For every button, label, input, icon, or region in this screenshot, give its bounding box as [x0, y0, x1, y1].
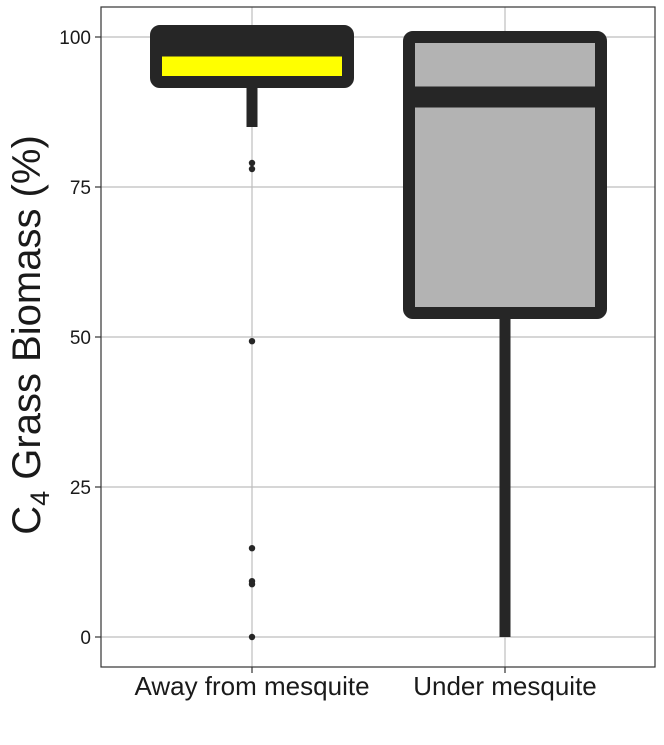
outlier-0-3 [248, 545, 256, 552]
y-axis-title-rest: Grass Biomass (%) [5, 135, 49, 491]
y-axis-title: C4 Grass Biomass (%) [5, 135, 55, 535]
outlier-0-5 [248, 581, 256, 588]
box-0 [150, 25, 354, 641]
outlier-0-1 [248, 165, 256, 173]
outlier-0-0 [248, 159, 256, 167]
box-rect-1 [403, 31, 607, 319]
y-tick-label-1: 25 [70, 478, 91, 499]
y-tick-label-2: 50 [70, 328, 91, 349]
boxes [150, 25, 607, 641]
x-tick-label-1: Under mesquite [413, 671, 597, 701]
axes: 0 25 50 75 100 Away from mesquite Under mesqui… [59, 28, 596, 701]
outlier-0-2 [248, 338, 256, 345]
y-tick-label-0: 0 [80, 628, 91, 649]
y-tick-label-3: 75 [70, 178, 91, 199]
box-1 [403, 31, 607, 637]
y-axis-title-main: C [5, 506, 49, 535]
x-tick-label-0: Away from mesquite [134, 671, 369, 701]
y-tick-label-4: 100 [59, 28, 91, 49]
outlier-0-6 [248, 633, 256, 641]
y-axis-title-subscript: 4 [25, 491, 55, 506]
